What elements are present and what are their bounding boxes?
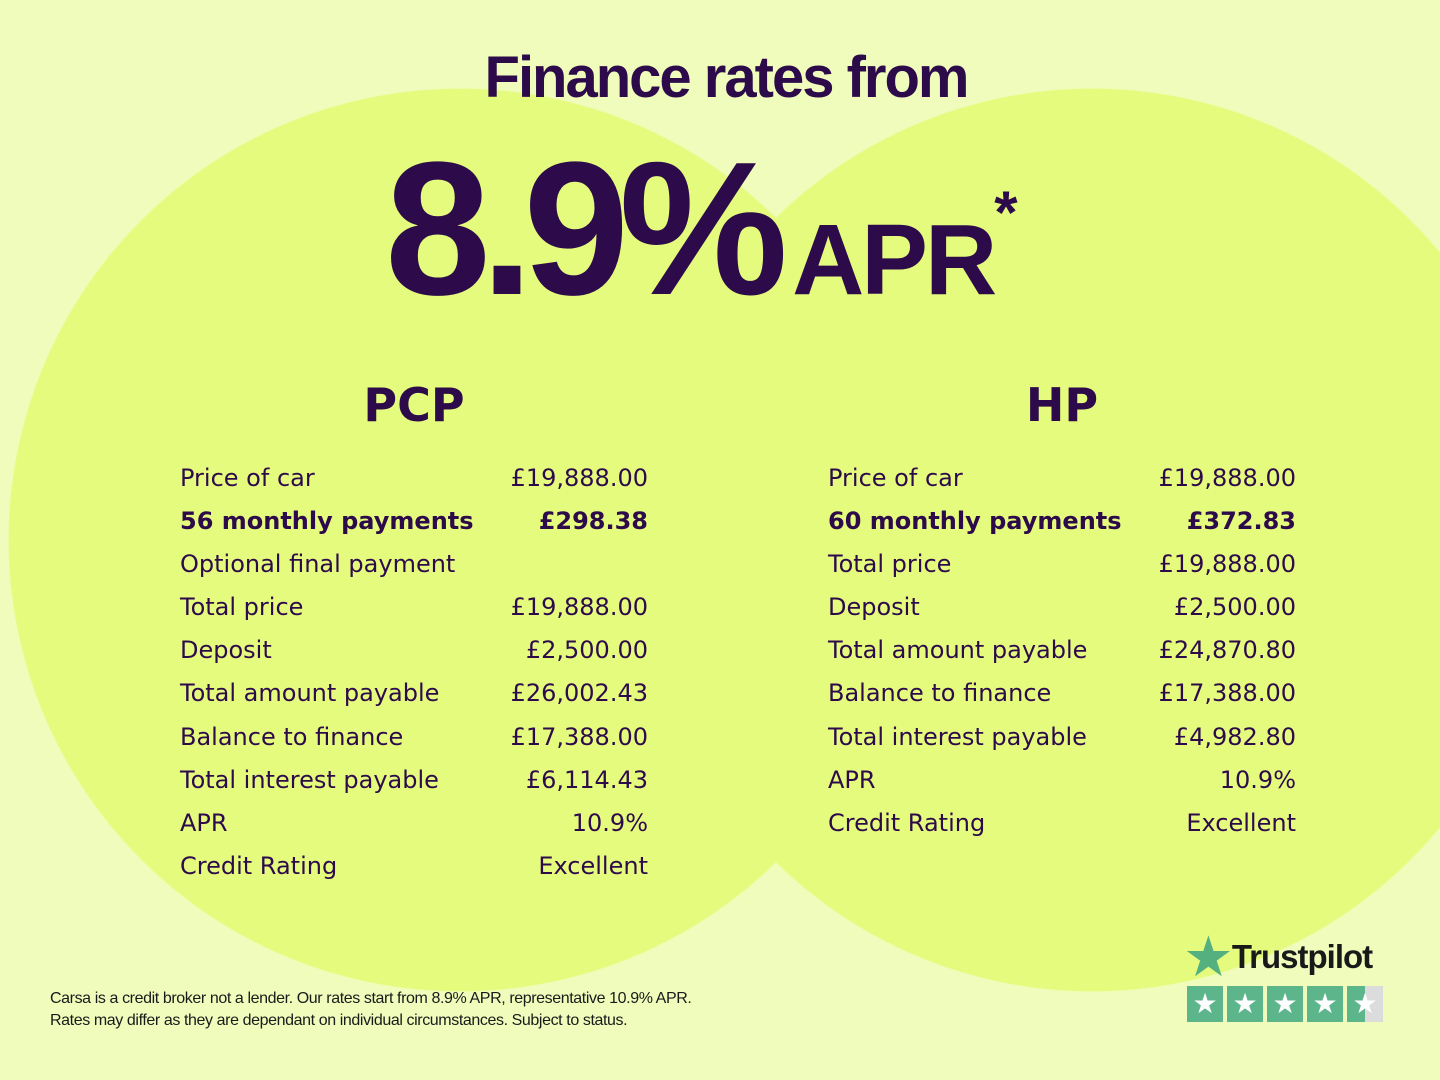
row-label: Price of car (180, 464, 315, 492)
row-value: £17,388.00 (1158, 679, 1296, 708)
row-label: 56 monthly payments (180, 507, 474, 536)
asterisk: * (994, 179, 1018, 246)
hp-row: Total interest payable £4,982.80 (828, 716, 1296, 759)
row-label: Total price (828, 550, 952, 579)
hp-row: APR 10.9% (828, 759, 1296, 802)
row-value: 10.9% (1219, 765, 1296, 794)
trustpilot-badge: ★ Trustpilot ★ ★ ★ ★ ★ (1186, 929, 1383, 1022)
pcp-row: 56 monthly payments £298.38 (180, 500, 648, 543)
headline-rate: 8.9% APR* (385, 120, 1018, 338)
row-value: £372.83 (1186, 507, 1296, 536)
pcp-row: Price of car £19,888.00 (180, 457, 648, 500)
row-value: £4,982.80 (1173, 722, 1296, 751)
hp-row: Total amount payable £24,870.80 (828, 629, 1296, 672)
row-label: APR (828, 765, 876, 794)
row-label: Total interest payable (180, 765, 439, 794)
pcp-row: Credit Rating Excellent (180, 845, 648, 888)
rating-star-icon: ★ (1267, 986, 1303, 1022)
row-value: £298.38 (538, 507, 648, 536)
hp-row: Balance to finance £17,388.00 (828, 672, 1296, 715)
row-label: Optional final payment (180, 550, 456, 579)
row-label: 60 monthly payments (828, 507, 1122, 536)
hp-heading: HP (1025, 378, 1099, 432)
row-label: APR (180, 808, 228, 837)
row-label: Balance to finance (828, 679, 1052, 708)
row-value: Excellent (538, 851, 648, 880)
hp-row: Deposit £2,500.00 (828, 586, 1296, 629)
rating-star-icon: ★ (1347, 986, 1383, 1022)
apr-label: APR (792, 204, 997, 316)
hp-table: HP Price of car £19,888.00 60 monthly paym… (828, 375, 1296, 845)
hp-row: Total price £19,888.00 (828, 543, 1296, 586)
rating-star-icon: ★ (1187, 986, 1223, 1022)
row-value: £19,888.00 (510, 593, 648, 622)
pcp-row: Total price £19,888.00 (180, 586, 648, 629)
disclaimer-line-2: Rates may differ as they are dependant o… (50, 1012, 628, 1029)
row-value: £26,002.43 (510, 679, 648, 708)
row-label: Total interest payable (828, 722, 1087, 751)
pcp-row: Total interest payable £6,114.43 (180, 759, 648, 802)
disclaimer-line-1: Carsa is a credit broker not a lender. O… (50, 990, 692, 1007)
row-label: Total amount payable (828, 636, 1088, 665)
pcp-heading: PCP (363, 378, 465, 432)
row-value: £2,500.00 (1173, 593, 1296, 622)
trustpilot-star-icon: ★ (1186, 929, 1231, 985)
pcp-row: Optional final payment (180, 543, 648, 586)
row-value: £2,500.00 (525, 636, 648, 665)
row-label: Credit Rating (828, 808, 986, 837)
hp-row: 60 monthly payments £372.83 (828, 500, 1296, 543)
row-label: Credit Rating (180, 851, 338, 880)
pcp-table: PCP Price of car £19,888.00 56 monthly pay… (180, 375, 648, 888)
rating-star-icon: ★ (1307, 986, 1343, 1022)
row-label: Deposit (828, 593, 920, 622)
row-value: £19,888.00 (1158, 464, 1296, 492)
row-label: Total amount payable (180, 679, 440, 708)
row-value: 10.9% (571, 808, 648, 837)
hp-row: Credit Rating Excellent (828, 802, 1296, 845)
row-value: £19,888.00 (1158, 550, 1296, 579)
row-value: £24,870.80 (1158, 636, 1296, 665)
row-value: £6,114.43 (525, 765, 648, 794)
row-label: Balance to finance (180, 722, 404, 751)
row-value: £19,888.00 (510, 464, 648, 492)
disclaimer: Carsa is a credit broker not a lender. O… (50, 988, 692, 1032)
headline-title: Finance rates from (484, 45, 970, 110)
row-label: Deposit (180, 636, 272, 665)
trustpilot-name: Trustpilot (1231, 938, 1373, 975)
rate-value: 8.9% (385, 123, 788, 335)
row-label: Total price (180, 593, 304, 622)
pcp-row: Balance to finance £17,388.00 (180, 716, 648, 759)
rating-star-icon: ★ (1227, 986, 1263, 1022)
row-value: £17,388.00 (510, 722, 648, 751)
row-value: Excellent (1186, 808, 1296, 837)
pcp-row: APR 10.9% (180, 802, 648, 845)
pcp-row: Deposit £2,500.00 (180, 629, 648, 672)
hp-row: Price of car £19,888.00 (828, 457, 1296, 500)
trustpilot-rating: ★ ★ ★ ★ ★ (1187, 986, 1383, 1022)
row-label: Price of car (828, 464, 963, 492)
pcp-row: Total amount payable £26,002.43 (180, 672, 648, 715)
